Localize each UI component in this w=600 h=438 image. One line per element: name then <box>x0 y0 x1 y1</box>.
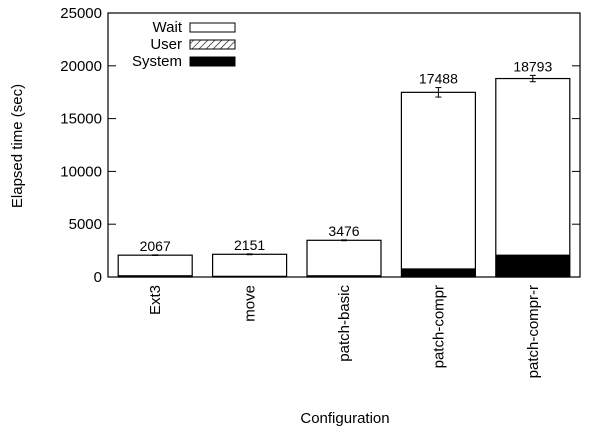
y-tick-label: 0 <box>94 269 102 286</box>
bar-value-label: 2151 <box>234 237 265 253</box>
legend-label: System <box>132 53 182 70</box>
plot-area: 0 5000 10000 15000 20000 25000 2067 Ext3 2151 mov… <box>60 5 581 378</box>
x-category-label: move <box>242 285 259 322</box>
y-tick-label: 5000 <box>69 216 102 233</box>
error-bar <box>435 87 442 98</box>
y-tick-label: 20000 <box>60 58 102 75</box>
x-category-label: patch-compr <box>430 285 447 368</box>
error-bar <box>529 74 536 83</box>
error-bar <box>341 239 347 242</box>
x-category-label: patch-basic <box>336 285 353 362</box>
x-axis-title: Configuration <box>300 410 389 427</box>
bar-value-label: 3476 <box>328 223 359 239</box>
error-bar <box>246 253 253 256</box>
legend-swatch <box>189 56 236 67</box>
bar-segment-system <box>495 254 571 278</box>
legend-item-system: System <box>132 53 236 70</box>
y-axis-title: Elapsed time (sec) <box>9 84 26 208</box>
bar-segment-wait <box>212 254 287 276</box>
y-tick-label: 15000 <box>60 111 102 128</box>
y-tick-label: 25000 <box>60 5 102 22</box>
bar-segment-wait <box>118 255 193 276</box>
bar-segment-wait <box>307 240 381 276</box>
legend-item-user: User <box>150 36 236 53</box>
legend-swatch <box>189 39 236 50</box>
bar-value-label: 2067 <box>140 238 171 254</box>
bar-value-label: 17488 <box>419 71 458 87</box>
bar-segment-wait <box>495 78 570 255</box>
y-tick-label: 10000 <box>60 163 102 180</box>
bar-segment-system <box>401 268 476 278</box>
legend-label: User <box>150 36 182 53</box>
bar-value-label: 18793 <box>513 58 552 74</box>
bar-segment-wait <box>401 92 476 269</box>
x-category-label: patch-compr-r <box>525 285 542 378</box>
legend-item-wait: Wait <box>153 19 236 36</box>
error-bar <box>152 254 159 256</box>
legend-swatch <box>189 22 236 33</box>
x-category-label: Ext3 <box>147 285 164 315</box>
legend-label: Wait <box>153 19 183 36</box>
